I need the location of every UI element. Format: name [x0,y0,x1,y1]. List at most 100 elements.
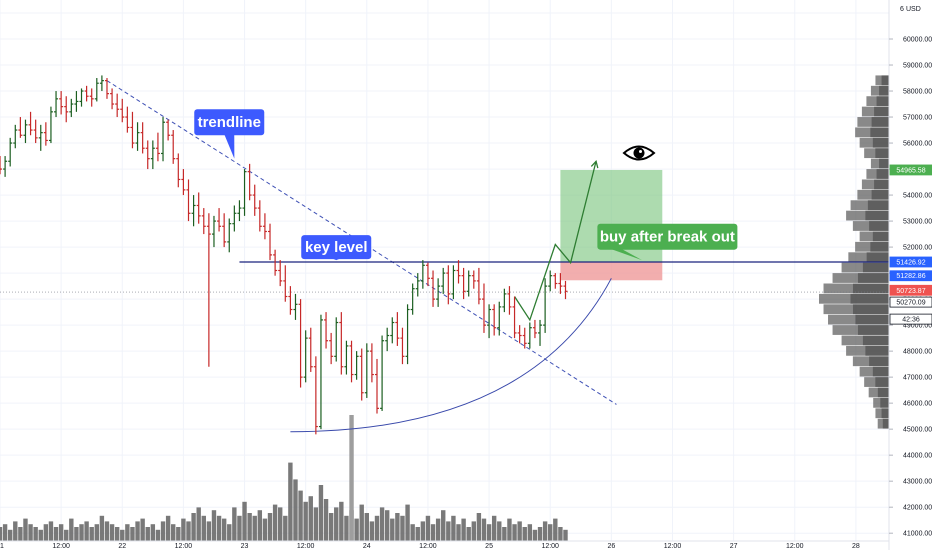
volume-profile [819,75,889,429]
time-tick-label: 12:00 [786,543,804,550]
time-tick-label: 12:00 [297,543,315,550]
volume-bar [553,518,558,541]
volume-bar [176,527,181,541]
volume-bar [84,521,89,541]
volume-profile-bar-inner [852,304,889,315]
volume-profile-bar-inner [862,262,889,273]
volume-bar [18,527,23,541]
volume-profile-bar-inner [881,75,889,86]
volume-bar [191,513,196,541]
volume-bar [130,527,135,541]
volume-bar [328,513,334,541]
volume-bar [384,510,390,541]
volume-bar [461,518,466,541]
price-tag [889,296,932,308]
volume-bar [522,527,527,541]
volume-bar [323,499,329,541]
time-tick-label: 12:00 [52,543,70,550]
volume-bar [476,513,482,541]
volume-bar [420,521,426,541]
volume-profile-bar-inner [879,85,889,96]
time-tick-label: 27 [730,543,738,550]
volume-bar [120,529,125,541]
callout-trendline-tail [224,134,235,159]
volume-bar [425,515,431,541]
volume-bar [33,527,38,541]
volume-bar [247,513,252,541]
volume-profile-bar-inner [862,335,889,346]
eye-highlight [639,150,642,153]
volume-bar [43,524,49,541]
price-tag-label: 42:36 [902,317,920,324]
price-tick-label: 44000.00 [903,453,932,460]
volume-bar [430,524,436,541]
volume-bar [303,501,308,541]
volume-bar [481,518,487,541]
volume-bar [48,521,54,541]
time-tick-label: 26 [607,543,615,550]
volume-bar [298,490,303,541]
volume-bar [99,515,105,541]
volume-profile-bar-inner [876,169,889,179]
volume-bar [125,524,130,541]
volume-bar [537,527,543,541]
volume-bar [257,510,263,541]
volume-profile-bar-inner [881,408,889,419]
volume-bar [532,529,538,541]
volume-bar [344,515,349,541]
volume-bar [563,529,568,541]
volume-profile-bar-inner [865,210,889,221]
volume-bar [242,501,247,541]
callout-key_level-label: key level [305,239,368,256]
volume-bar [216,515,222,541]
support-curve [290,278,612,433]
volume-bar [69,518,74,541]
volume-bar [471,521,476,541]
time-axis[interactable]: 21 12:00 22 12:00 23 12:00 24 12:00 25 12:00 26 12:… [0,540,889,550]
volume-bar [527,524,533,541]
volume-bar [160,521,166,541]
volume-bar [507,518,512,541]
callout-buy-box [597,223,738,250]
volume-bar [186,521,191,541]
drawing-lines[interactable] [0,80,889,433]
volume-bar [548,524,553,541]
volume-bar [13,521,18,541]
time-tick-label: 21 [0,543,4,550]
volume-bar [451,515,456,541]
volume-bar [0,527,3,541]
volume-bar [491,515,497,541]
volume-profile-bar-inner [872,137,889,148]
volume-profile-bar-inner [865,345,889,356]
price-tag-label: 51282.86 [896,273,925,280]
volume-bar [145,527,150,541]
volume-bar [89,527,94,541]
price-tick-label: 58000.00 [903,89,932,96]
volume-bar [502,527,507,541]
volume-profile-bar-inner [879,158,889,169]
volume-bar [206,521,212,541]
volume-bar [58,524,64,541]
callout-buy-label: buy after break out [600,229,735,246]
volume-profile-bar-inner [876,96,889,107]
callout-trendline-label: trendline [198,114,261,131]
volume-profile-bar-inner [872,231,889,242]
volume-bar [28,524,33,541]
volume-bar [288,462,293,541]
price-tag-label: 50270.09 [896,300,925,307]
callout-key_level-box [301,235,372,260]
volume-bar [512,524,517,541]
volume-bar [104,521,110,541]
volume-profile-bar-inner [857,273,889,283]
callouts[interactable]: trendline key level buy after break out [194,109,738,261]
callout-buy-tail [607,247,642,261]
volume-bar [318,485,324,541]
volume-profile-bar-inner [869,221,889,231]
volume-bar [293,479,298,541]
volume-bar [53,527,59,541]
volume-profile-bar-inner [874,179,889,190]
volume-bar [334,507,339,541]
callout-trendline-box [194,109,265,136]
volume-profile-bar-inner [857,325,889,335]
